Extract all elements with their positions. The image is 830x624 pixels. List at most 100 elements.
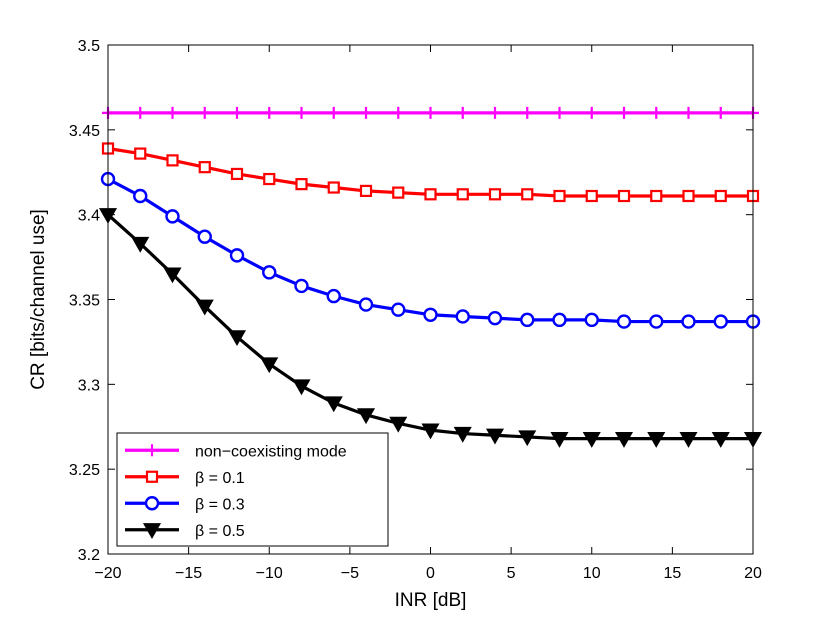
data-point xyxy=(134,106,147,119)
data-point xyxy=(324,396,343,413)
data-point xyxy=(649,314,664,329)
legend-label: β = 0.5 xyxy=(195,523,245,540)
series-layer xyxy=(98,106,763,448)
legend-label: non−coexisting mode xyxy=(195,443,347,460)
x-tick-label: −20 xyxy=(94,565,121,582)
legend-marker xyxy=(146,444,158,457)
data-point xyxy=(165,209,180,224)
x-tick-label: 5 xyxy=(507,565,516,582)
data-point xyxy=(711,432,730,448)
data-point xyxy=(520,312,535,328)
data-point xyxy=(679,432,698,448)
x-tick-label: −15 xyxy=(175,565,202,582)
data-point xyxy=(423,307,438,322)
data-point xyxy=(584,312,599,328)
data-point xyxy=(327,181,340,194)
data-point xyxy=(392,106,405,119)
data-point xyxy=(391,302,406,317)
data-point xyxy=(682,189,695,203)
data-point xyxy=(229,248,245,263)
data-point xyxy=(585,189,598,203)
data-point xyxy=(681,314,696,329)
data-point xyxy=(485,428,505,445)
legend-entry: β = 0.3 xyxy=(125,496,245,513)
data-point xyxy=(518,430,537,447)
series-3 xyxy=(98,208,763,448)
x-tick-label: −5 xyxy=(341,565,359,582)
data-point xyxy=(263,172,276,186)
data-point xyxy=(227,330,247,347)
x-tick-label: 20 xyxy=(744,565,762,582)
legend-entry: non−coexisting mode xyxy=(125,443,347,460)
data-point xyxy=(456,106,469,119)
data-point xyxy=(553,106,566,119)
data-point xyxy=(424,188,437,201)
y-tick-label: 3.45 xyxy=(69,123,100,140)
data-point xyxy=(487,310,503,326)
data-point xyxy=(488,188,502,201)
data-point xyxy=(647,432,666,448)
y-tick-label: 3.25 xyxy=(69,462,100,479)
legend-label: β = 0.3 xyxy=(195,496,245,513)
legend-entry: β = 0.1 xyxy=(125,470,245,487)
data-point xyxy=(650,106,663,119)
data-point xyxy=(553,189,566,203)
data-point xyxy=(359,184,373,198)
x-tick-label: 10 xyxy=(583,565,601,582)
data-point xyxy=(327,106,340,119)
data-point xyxy=(195,299,214,316)
data-point xyxy=(453,426,472,443)
data-point xyxy=(650,189,663,203)
data-point xyxy=(294,278,309,294)
y-tick-label: 3.35 xyxy=(69,293,100,310)
data-point xyxy=(552,312,567,328)
y-tick-label: 3.4 xyxy=(78,208,100,225)
data-point xyxy=(360,106,372,119)
data-point xyxy=(489,106,501,119)
data-point xyxy=(392,186,405,199)
data-point xyxy=(263,106,276,119)
x-axis-title: INR [dB] xyxy=(395,590,467,611)
data-point xyxy=(389,416,408,433)
data-point xyxy=(421,423,440,440)
data-point xyxy=(714,189,727,203)
y-tick-label: 3.3 xyxy=(78,377,100,394)
data-point xyxy=(550,432,569,448)
data-point xyxy=(521,106,534,119)
data-point xyxy=(231,106,243,119)
legend-label: β = 0.1 xyxy=(195,470,245,487)
x-tick-label: 15 xyxy=(663,565,681,582)
data-point xyxy=(166,154,179,167)
data-point xyxy=(197,229,212,244)
data-point xyxy=(198,161,211,174)
legend-marker xyxy=(145,470,159,483)
data-point xyxy=(198,106,211,119)
y-tick-label: 3.5 xyxy=(78,38,100,55)
data-point xyxy=(260,357,279,374)
data-point xyxy=(292,379,311,396)
x-tick-label: 0 xyxy=(426,565,435,582)
series-1 xyxy=(101,142,760,203)
data-point xyxy=(616,314,632,329)
data-point xyxy=(133,188,148,204)
legend: non−coexisting mode β = 0.1 β = 0.3 β = 0.5 xyxy=(116,432,389,547)
data-point xyxy=(618,106,630,119)
data-point xyxy=(617,189,631,203)
data-point xyxy=(230,167,244,181)
data-point xyxy=(134,147,147,160)
data-point xyxy=(358,297,374,312)
data-point xyxy=(713,314,728,329)
data-point xyxy=(614,432,634,448)
data-point xyxy=(163,267,182,284)
axes-layer: −20 −15 −10 −5 0 5 10 15 20 3.2 3.25 3.3 3.35 3.4 3.45… xyxy=(69,38,762,582)
data-point xyxy=(326,288,341,304)
data-point xyxy=(714,106,727,119)
data-point xyxy=(455,309,470,324)
data-point xyxy=(456,188,469,201)
y-tick-label: 3.2 xyxy=(78,547,100,564)
data-point xyxy=(424,106,437,119)
legend-marker xyxy=(144,496,160,511)
x-tick-label: −10 xyxy=(256,565,283,582)
data-point xyxy=(521,188,534,201)
